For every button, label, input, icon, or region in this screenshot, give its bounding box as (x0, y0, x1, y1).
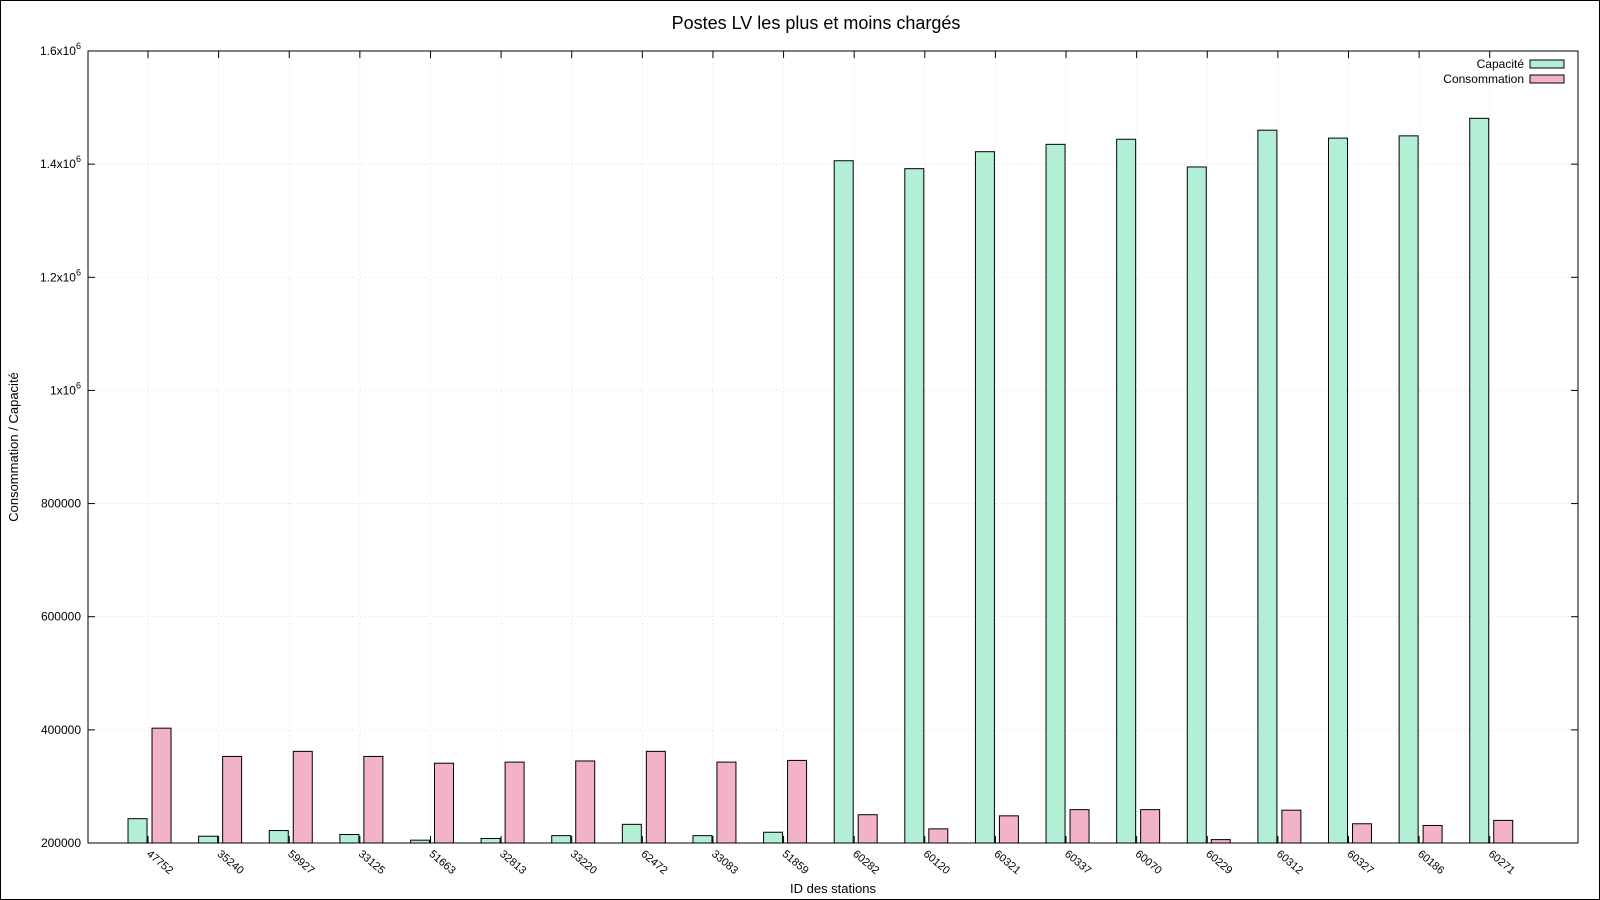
x-tick-label: 60321 (991, 848, 1022, 877)
y-axis-label: Consommation / Capacité (6, 372, 21, 522)
bar-consommation-60120 (928, 828, 949, 844)
bar-capacité-33083 (692, 835, 713, 844)
x-tick-label: 60327 (1345, 848, 1376, 877)
y-axis: 200000 400000 600000 800000 1x106 1.2x106 1.4x… (40, 41, 1578, 850)
bar-consommation-33220 (575, 760, 596, 844)
bar-consommation-60327 (1351, 823, 1372, 844)
bar-consommation-60321 (998, 815, 1019, 844)
bar-consommation-59927 (292, 750, 313, 844)
x-tick-label: 59927 (285, 848, 316, 877)
bars (127, 117, 1514, 844)
bar-capacité-60321 (974, 151, 995, 844)
bar-capacité-60327 (1327, 137, 1348, 844)
bar-capacité-60337 (1045, 143, 1066, 844)
legend-label: Consommation (1443, 72, 1524, 86)
x-tick-label: 60282 (850, 848, 881, 877)
bar-consommation-60337 (1069, 809, 1090, 844)
y-tick-label: 1x106 (50, 380, 81, 397)
x-tick-label: 51859 (780, 848, 811, 877)
x-tick-label: 62472 (638, 848, 669, 877)
bar-consommation-47752 (151, 727, 172, 844)
x-tick-label: 60271 (1486, 848, 1517, 877)
bar-capacité-47752 (127, 818, 148, 844)
bar-consommation-33083 (716, 761, 737, 844)
x-tick-label: 47752 (144, 848, 175, 877)
x-axis-label: ID des stations (790, 881, 876, 896)
bar-consommation-33125 (363, 755, 384, 844)
bar-capacité-51859 (763, 831, 784, 844)
x-tick-label: 60120 (921, 848, 952, 877)
y-tick-label: 1.4x106 (40, 154, 81, 171)
bar-consommation-51663 (433, 762, 454, 844)
bar-capacité-60229 (1186, 166, 1207, 844)
bar-capacité-33220 (551, 835, 572, 844)
bar-consommation-51859 (787, 759, 808, 844)
x-tick-label: 33125 (356, 848, 387, 877)
x-tick-label: 60186 (1415, 848, 1446, 877)
x-tick-label: 35240 (215, 848, 246, 877)
legend-label: Capacité (1477, 57, 1525, 71)
x-tick-label: 60229 (1203, 848, 1234, 877)
bar-consommation-35240 (222, 755, 243, 844)
y-tick-label: 1.6x106 (40, 41, 81, 58)
bar-consommation-62472 (645, 750, 666, 844)
bar-consommation-60282 (857, 814, 878, 844)
bar-capacité-35240 (198, 835, 219, 844)
y-tick-label: 600000 (41, 610, 81, 624)
bar-capacité-60070 (1116, 138, 1137, 844)
gridlines (88, 51, 1578, 843)
bar-consommation-32813 (504, 761, 525, 844)
bar-consommation-60229 (1210, 839, 1231, 844)
bar-capacité-60271 (1469, 117, 1490, 844)
bar-capacité-60186 (1398, 135, 1419, 844)
bar-capacité-62472 (621, 823, 642, 844)
x-tick-label: 60070 (1133, 848, 1164, 877)
x-tick-label: 60312 (1274, 848, 1305, 877)
x-tick-label: 33220 (568, 848, 599, 877)
plot-area-border (87, 50, 1579, 844)
legend-swatch (1529, 59, 1565, 69)
x-tick-label: 60337 (1062, 848, 1093, 877)
x-axis: 47752 35240 59927 33125 51663 32813 33220 62472… (144, 51, 1517, 877)
bar-capacité-60282 (833, 160, 854, 844)
y-tick-label: 800000 (41, 497, 81, 511)
bar-capacité-59927 (268, 830, 289, 844)
x-tick-label: 33083 (709, 848, 740, 877)
bar-capacité-60312 (1257, 129, 1278, 844)
bar-consommation-60070 (1140, 809, 1161, 844)
bar-capacité-32813 (480, 837, 501, 844)
bar-consommation-60312 (1281, 809, 1302, 844)
bar-capacité-33125 (339, 834, 360, 844)
bar-consommation-60186 (1422, 824, 1443, 844)
y-tick-label: 200000 (41, 836, 81, 850)
chart-title: Postes LV les plus et moins chargés (672, 13, 961, 33)
bar-capacité-60120 (904, 168, 925, 844)
bar-consommation-60271 (1493, 819, 1514, 844)
y-tick-label: 400000 (41, 723, 81, 737)
x-tick-label: 32813 (497, 848, 528, 877)
y-tick-label: 1.2x106 (40, 267, 81, 284)
legend-swatch (1529, 74, 1565, 84)
x-tick-label: 51663 (427, 848, 458, 877)
